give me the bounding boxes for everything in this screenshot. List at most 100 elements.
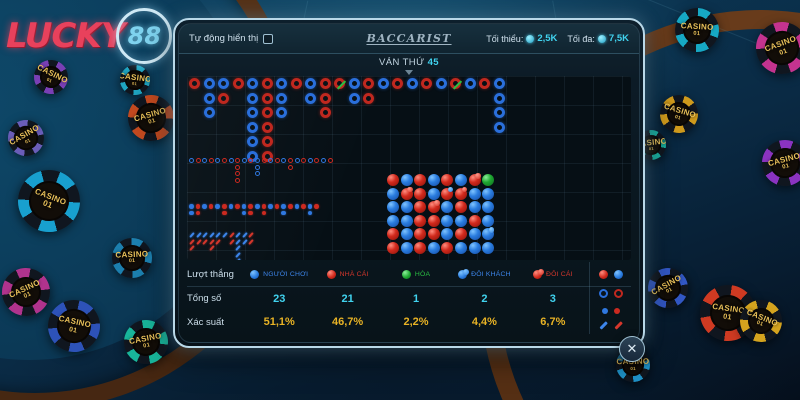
dialog-body: Tự động hiển thị BACCARIST Tối thiểu: 2,5… (178, 23, 640, 343)
chip-face: CASINO 01 (8, 122, 42, 154)
ring-red-icon[interactable] (613, 288, 623, 298)
auto-show-label: Tự động hiển thị (189, 33, 259, 44)
big-eye-road-cell (288, 164, 293, 170)
chip-face: CASINO 01 (681, 15, 714, 45)
bead-plate-cell (427, 214, 440, 227)
dot-blue-icon[interactable] (601, 307, 608, 314)
legend-row[interactable] (601, 307, 620, 314)
auto-show-checkbox[interactable] (263, 33, 274, 44)
slash-red-icon[interactable] (613, 320, 623, 329)
stats-legend-2: HÒA (382, 269, 450, 279)
small-road-cell (241, 204, 247, 209)
big-eye-road-cell (241, 158, 247, 163)
big-road-cell (305, 78, 316, 89)
big-eye-road-cell (268, 158, 274, 163)
bead-plate-cell (387, 174, 399, 186)
statistics-panel: Lượt thắng NGƯỜI CHƠI NHÀ CÁI HÒA ĐÔI KHÁCH… (187, 262, 631, 334)
round-counter: VÁN THỨ 45 (179, 57, 639, 68)
chip-face: CASINO 01 (743, 303, 779, 339)
small-road-cell (281, 204, 286, 209)
stats-total-value: 2 (481, 292, 488, 305)
bet-limit: Tối thiểu: 2,5K (486, 33, 557, 44)
stats-probability-value: 4,4% (471, 316, 497, 328)
small-road-cell (195, 204, 201, 209)
big-road-cell (247, 121, 258, 133)
auto-show-toggle[interactable]: Tự động hiển thị (189, 33, 274, 44)
legend-blue-dot-icon (250, 269, 260, 279)
bead-plate-cell (455, 242, 467, 254)
big-road-cell (290, 78, 302, 89)
stats-row-probability: Xác suất 51,1% 46,7% 2,2% 4,4% 6,7% (187, 310, 631, 334)
small-road-cell (202, 204, 207, 209)
bead-plate-cell (482, 201, 495, 214)
legend-row[interactable] (598, 320, 623, 329)
stats-probability-value: 2,2% (403, 316, 429, 328)
stats-row-wins: Lượt thắng NGƯỜI CHƠI NHÀ CÁI HÒA ĐÔI KHÁCH… (187, 262, 631, 286)
big-road-cell (319, 107, 331, 118)
dot-red-icon[interactable] (613, 307, 620, 314)
roadmap-area[interactable] (187, 76, 631, 260)
bead-plate-cell (400, 242, 413, 254)
bead-plate-cell (468, 187, 481, 200)
bead-pair-marker (407, 186, 413, 193)
legend-row[interactable] (598, 269, 623, 279)
slash-blue-icon[interactable] (598, 320, 608, 329)
bead-plate-cell (400, 214, 413, 227)
chip-label: CASINO 01 (57, 314, 92, 335)
small-road-cell (222, 204, 227, 209)
bead-plate-cell (455, 228, 467, 241)
big-road-cell (348, 78, 360, 89)
chip-label: CASINO 01 (115, 249, 149, 265)
small-road-cell (288, 204, 293, 209)
bead-pair-marker (488, 227, 495, 233)
bead-plate-cell (414, 242, 427, 254)
bead-plate-cell (441, 242, 454, 254)
bet-limit-value: 2,5K (537, 33, 558, 44)
big-road-cell (232, 78, 244, 89)
stats-column-name: HÒA (414, 270, 431, 278)
ball-red-icon[interactable] (598, 269, 608, 279)
big-eye-road-cell (215, 158, 221, 163)
stats-legend-4: ĐÔI CÁI (519, 268, 587, 279)
big-eye-road-cell (195, 158, 201, 163)
big-road-cell (203, 107, 215, 118)
big-eye-road-cell (248, 158, 254, 163)
small-road-cell (255, 204, 260, 209)
chip-label: CASINO 01 (35, 63, 70, 86)
chip-face: CASINO 01 (650, 270, 686, 306)
small-road-cell (208, 204, 214, 209)
chip-face: CASINO 01 (767, 144, 800, 182)
chip-face: CASINO 01 (54, 306, 94, 346)
big-road-cell (493, 121, 505, 133)
bead-plate-cell (468, 201, 481, 214)
legend-row[interactable] (598, 288, 623, 298)
chip-face: CASINO 01 (663, 98, 697, 130)
big-road-cell (348, 92, 360, 104)
stats-column-name: ĐÔI KHÁCH (471, 270, 511, 278)
bead-plate-cell (427, 187, 440, 200)
small-road-cell (248, 204, 253, 209)
bead-plate-cell (427, 242, 440, 254)
logo-number: 88 (127, 22, 162, 50)
stats-column-name: ĐÔI CÁI (545, 270, 573, 278)
bead-plate-cell (414, 228, 427, 241)
big-eye-road-cell (208, 158, 214, 163)
bead-plate-cell (414, 214, 427, 227)
bead-plate-cell (482, 214, 495, 227)
big-eye-road-cell (235, 158, 241, 163)
bead-plate-cell (387, 228, 399, 241)
stats-probability-value: 51,1% (263, 316, 295, 328)
bead-plate-cell (427, 228, 440, 241)
ball-blue-icon[interactable] (613, 269, 623, 279)
bead-plate-cell (455, 201, 467, 214)
bead-plate-cell (400, 228, 413, 241)
small-road-cell (307, 210, 313, 216)
road-legend-column[interactable] (589, 262, 631, 334)
chip-face: CASINO 01 (760, 26, 800, 70)
bead-plate-cell (441, 228, 454, 241)
small-road-cell (248, 210, 253, 216)
small-road-cell (222, 210, 227, 216)
close-button[interactable]: ✕ (619, 336, 645, 362)
ring-blue-icon[interactable] (598, 288, 608, 298)
big-eye-road-cell (307, 158, 313, 163)
